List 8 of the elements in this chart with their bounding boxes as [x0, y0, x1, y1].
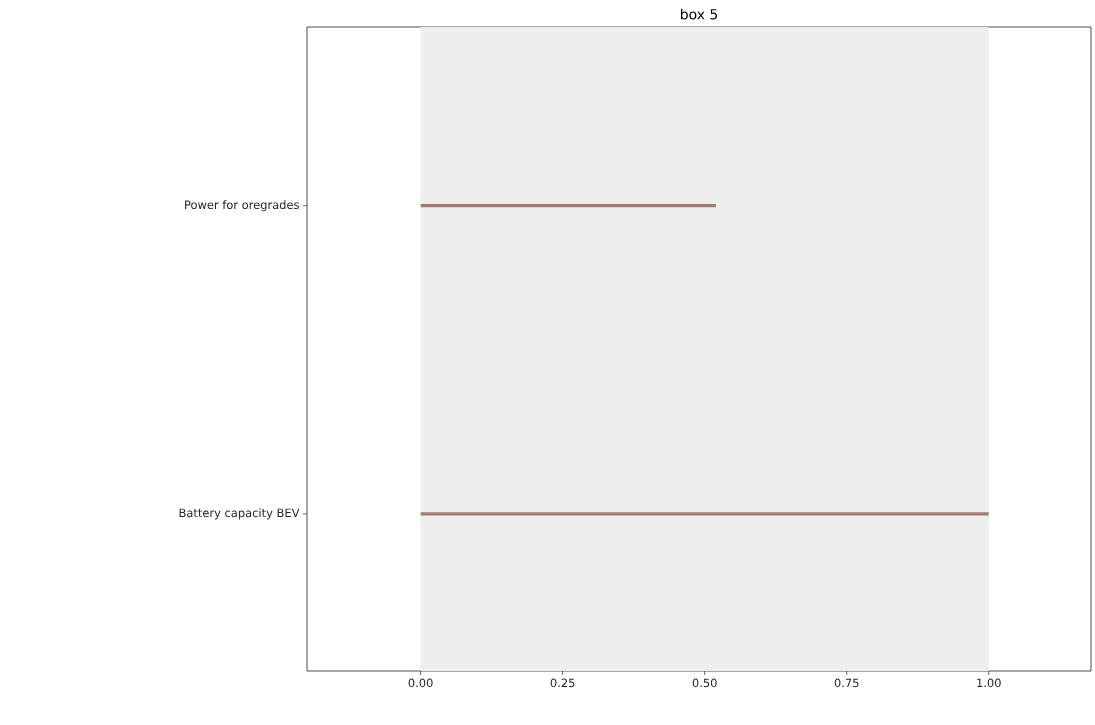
x-tick-label: 0.75 — [834, 678, 859, 688]
x-tick-label: 0.25 — [550, 678, 575, 688]
x-tick-label: 0.50 — [692, 678, 717, 688]
chart-title: box 5 — [681, 8, 718, 20]
y-tick-label: Power for oregrades — [185, 200, 299, 212]
x-tick-label: 0.00 — [408, 678, 433, 688]
y-tick-label: Battery capacity BEV — [179, 508, 300, 520]
x-tick-label: 1.00 — [977, 678, 1001, 688]
